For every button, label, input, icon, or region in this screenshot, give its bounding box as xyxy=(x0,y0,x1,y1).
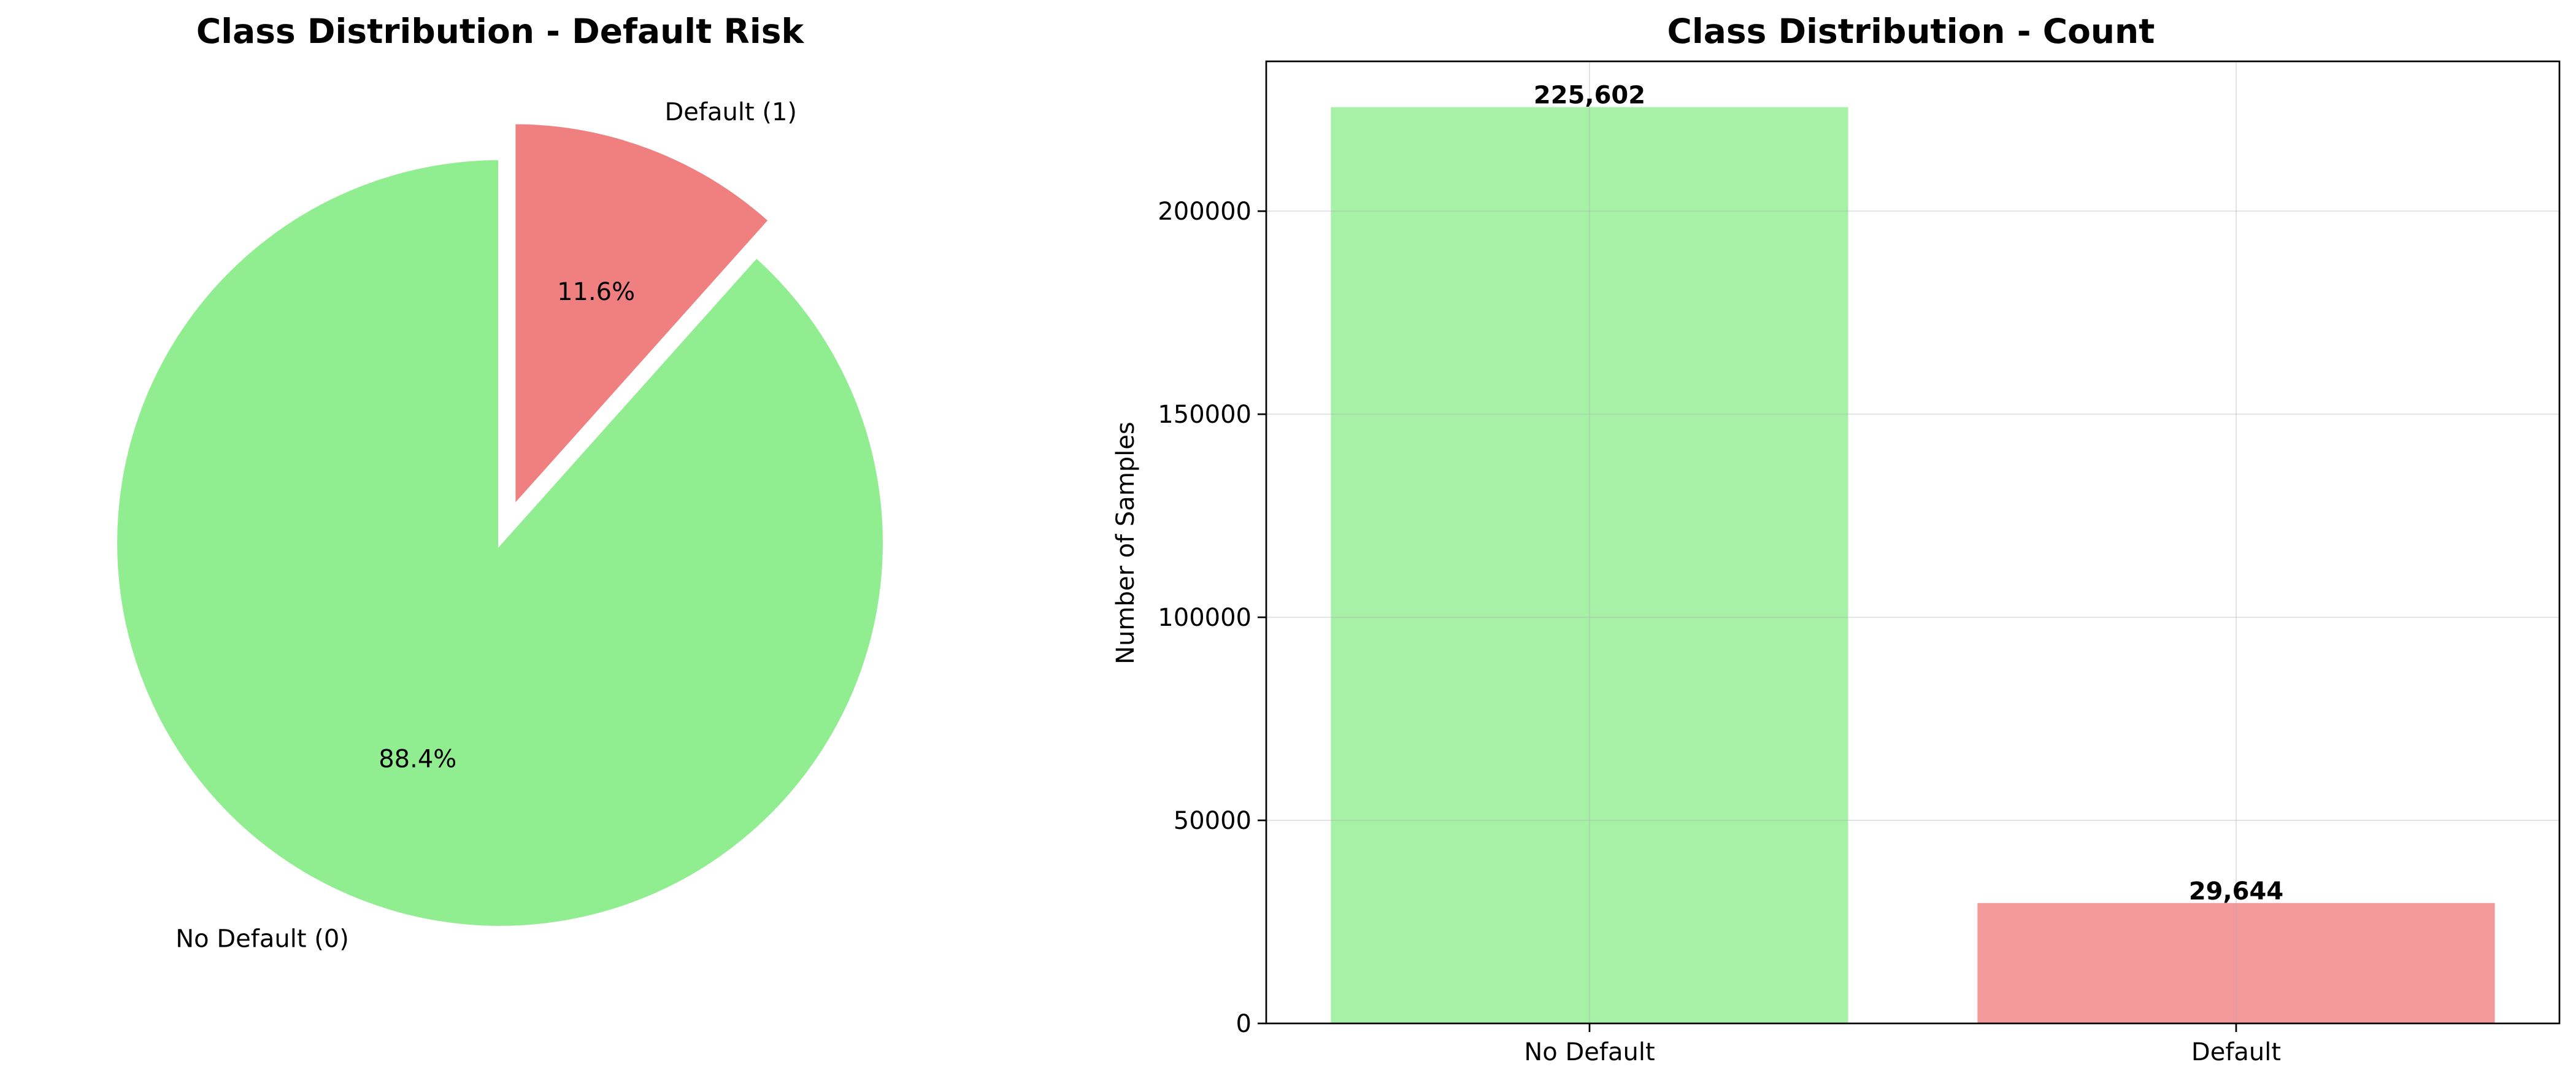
bar-gridlines xyxy=(1266,61,2559,1024)
bar-axes xyxy=(1265,60,2561,1025)
plot-frame xyxy=(1265,60,2561,1025)
y-axis-label: Number of Samples xyxy=(1112,422,1140,664)
y-tick-label: 0 xyxy=(1236,1010,1251,1038)
y-tick-label: 100000 xyxy=(1158,604,1251,632)
pie-chart: Class Distribution - Default Risk 88.4% N… xyxy=(113,12,886,953)
bar-ticks: 0 50000 100000 150000 200000 No Default Defaul… xyxy=(1158,198,2281,1066)
y-tick-label: 150000 xyxy=(1158,401,1251,429)
pie-slices xyxy=(113,120,886,930)
pie-percent-label: 11.6% xyxy=(557,278,635,306)
bar xyxy=(1331,107,1848,1024)
x-tick-label: Default xyxy=(2191,1038,2281,1066)
pie-category-label: No Default (0) xyxy=(175,925,349,953)
pie-slice xyxy=(113,156,886,930)
bar-title: Class Distribution - Count xyxy=(1667,12,2155,51)
pie-labels: 88.4% No Default (0) 11.6% Default (1) xyxy=(175,98,797,953)
bar-value-label: 29,644 xyxy=(2189,877,2283,906)
bar-value-label: 225,602 xyxy=(1534,82,1645,110)
bars xyxy=(1331,107,2495,1024)
y-tick-label: 200000 xyxy=(1158,198,1251,226)
y-tick-label: 50000 xyxy=(1174,807,1251,835)
bar xyxy=(1977,903,2495,1023)
x-tick-label: No Default xyxy=(1524,1038,1655,1066)
bar-value-labels: 225,602 29,644 xyxy=(1534,82,2283,906)
pie-title: Class Distribution - Default Risk xyxy=(196,12,805,51)
pie-slice xyxy=(512,120,773,512)
pie-percent-label: 88.4% xyxy=(379,745,456,773)
pie-category-label: Default (1) xyxy=(664,98,797,126)
bar-chart: Class Distribution - Count 0 50000 100000 1… xyxy=(1112,12,2561,1066)
